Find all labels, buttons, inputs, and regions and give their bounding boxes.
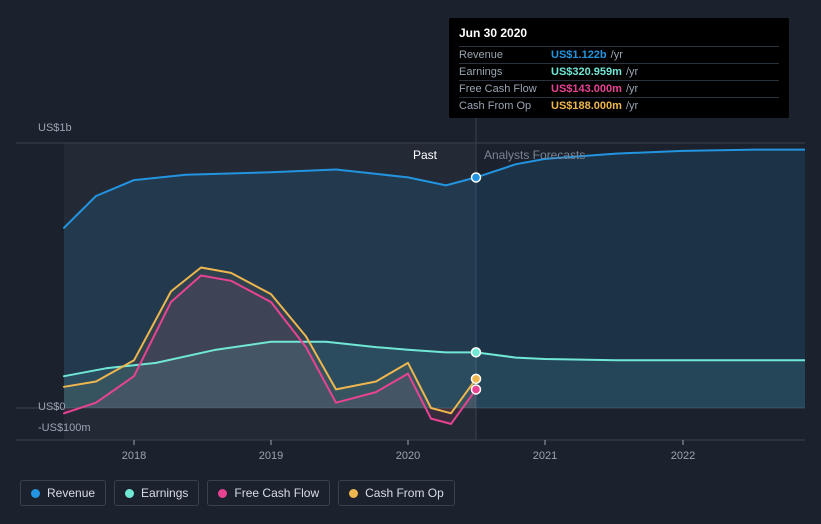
section-label-forecasts: Analysts Forecasts [484,148,585,162]
x-axis-label: 2018 [122,450,146,462]
legend-item-label: Earnings [141,486,188,500]
legend-item-label: Revenue [47,486,95,500]
section-label-past: Past [413,148,437,162]
tooltip-date: Jun 30 2020 [459,26,779,40]
tooltip-row-label: Revenue [459,49,551,61]
legend-dot-icon [125,489,134,498]
tooltip-row-unit: /yr [611,49,623,61]
legend-dot-icon [218,489,227,498]
legend-item-revenue[interactable]: Revenue [20,480,106,506]
legend-item-earnings[interactable]: Earnings [114,480,199,506]
tooltip-row: Cash From OpUS$188.000m/yr [459,97,779,114]
tooltip-row-label: Free Cash Flow [459,83,551,95]
legend-dot-icon [31,489,40,498]
legend-item-cfo[interactable]: Cash From Op [338,480,455,506]
tooltip-row-value: US$1.122b [551,49,607,61]
tooltip-row: RevenueUS$1.122b/yr [459,46,779,63]
x-axis-label: 2022 [671,450,695,462]
x-axis-label: 2019 [259,450,283,462]
tooltip-row-unit: /yr [626,100,638,112]
legend-dot-icon [349,489,358,498]
legend: Revenue Earnings Free Cash Flow Cash From O… [20,480,455,506]
legend-item-label: Cash From Op [365,486,444,500]
y-axis-label: US$0 [38,401,66,413]
legend-item-label: Free Cash Flow [234,486,319,500]
x-axis-label: 2021 [533,450,557,462]
tooltip-row: Free Cash FlowUS$143.000m/yr [459,80,779,97]
tooltip-row-value: US$143.000m [551,83,622,95]
financials-chart: Past Analysts Forecasts Jun 30 2020 Reve… [16,0,805,475]
chart-tooltip: Jun 30 2020 RevenueUS$1.122b/yrEarningsU… [449,18,789,118]
tooltip-row-label: Earnings [459,66,551,78]
tooltip-row-label: Cash From Op [459,100,551,112]
y-axis-label: US$1b [38,122,72,134]
tooltip-row-value: US$188.000m [551,100,622,112]
y-axis-label: -US$100m [38,422,91,434]
tooltip-row: EarningsUS$320.959m/yr [459,63,779,80]
tooltip-row-unit: /yr [626,83,638,95]
x-axis-label: 2020 [396,450,420,462]
legend-item-fcf[interactable]: Free Cash Flow [207,480,330,506]
tooltip-row-value: US$320.959m [551,66,622,78]
tooltip-row-unit: /yr [626,66,638,78]
